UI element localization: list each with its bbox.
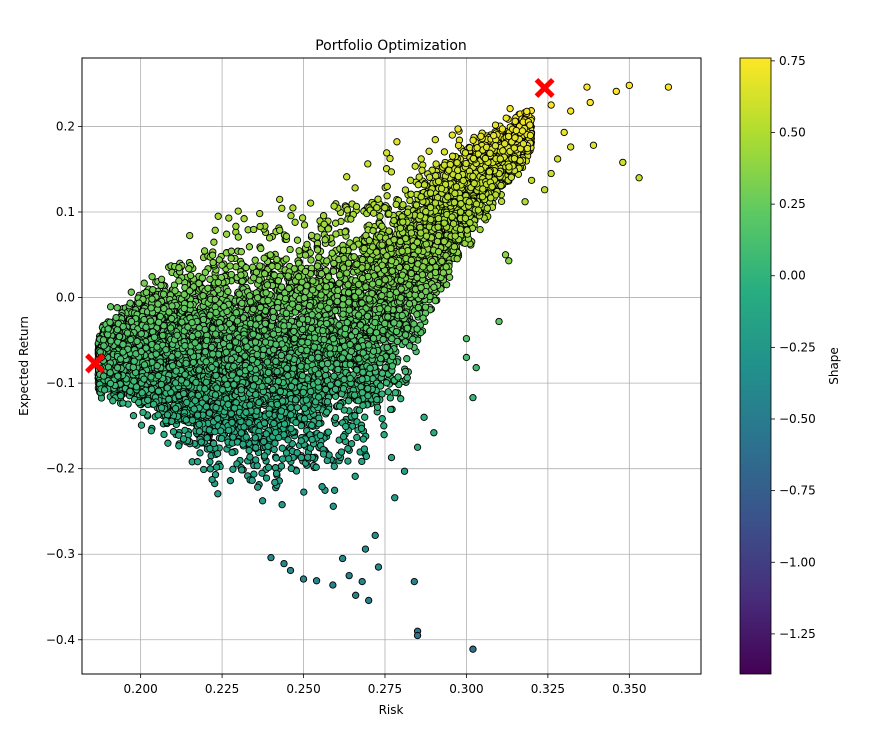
scatter-point bbox=[433, 161, 439, 167]
scatter-point bbox=[353, 203, 359, 209]
scatter-point bbox=[344, 174, 350, 180]
scatter-point bbox=[265, 464, 271, 470]
scatter-point bbox=[404, 356, 410, 362]
scatter-point bbox=[277, 196, 283, 202]
scatter-point bbox=[251, 471, 257, 477]
scatter-point bbox=[296, 248, 302, 254]
scatter-point bbox=[301, 222, 307, 228]
scatter-point bbox=[290, 205, 296, 211]
scatter-point bbox=[107, 304, 113, 310]
scatter-point bbox=[207, 466, 213, 472]
scatter-point bbox=[308, 257, 314, 263]
scatter-point bbox=[279, 445, 285, 451]
scatter-point bbox=[416, 174, 422, 180]
scatter-point bbox=[187, 232, 193, 238]
scatter-point bbox=[197, 450, 203, 456]
scatter-point bbox=[354, 434, 360, 440]
scatter-point bbox=[279, 205, 285, 211]
scatter-point bbox=[246, 244, 252, 250]
scatter-point bbox=[149, 274, 155, 280]
scatter-point bbox=[412, 163, 418, 169]
scatter-points bbox=[95, 105, 535, 509]
scatter-point bbox=[215, 213, 221, 219]
scatter-point bbox=[394, 139, 400, 145]
scatter-point bbox=[379, 416, 385, 422]
scatter-point bbox=[446, 274, 452, 280]
scatter-point bbox=[352, 185, 358, 191]
scatter-point bbox=[161, 431, 167, 437]
scatter-point bbox=[301, 489, 307, 495]
scatter-point bbox=[130, 413, 136, 419]
scatter-point bbox=[138, 422, 144, 428]
scatter-point bbox=[432, 298, 438, 304]
scatter-point bbox=[360, 436, 366, 442]
scatter-point bbox=[271, 446, 277, 452]
scatter-point bbox=[294, 237, 300, 243]
scatter-point bbox=[238, 249, 244, 255]
scatter-point bbox=[330, 268, 336, 274]
scatter-point bbox=[228, 255, 234, 261]
scatter-point bbox=[477, 226, 483, 232]
scatter-point bbox=[141, 280, 147, 286]
scatter-point bbox=[233, 223, 239, 229]
scatter-point bbox=[110, 398, 116, 404]
scatter-point bbox=[407, 177, 413, 183]
scatter-point bbox=[398, 396, 404, 402]
scatter-point bbox=[365, 161, 371, 167]
chart-title: Portfolio Optimization bbox=[315, 38, 467, 54]
scatter-point bbox=[498, 198, 504, 204]
scatter-point bbox=[385, 389, 391, 395]
scatter-point bbox=[432, 137, 438, 143]
scatter-point bbox=[332, 220, 338, 226]
scatter-point bbox=[449, 132, 455, 138]
scatter-point bbox=[418, 156, 424, 162]
scatter-point bbox=[273, 455, 279, 461]
scatter-point bbox=[201, 248, 207, 254]
scatter-point bbox=[165, 440, 171, 446]
scatter-point bbox=[259, 470, 265, 476]
scatter-point bbox=[176, 443, 182, 449]
scatter-point bbox=[272, 440, 278, 446]
scatter-point bbox=[223, 231, 229, 237]
scatter-point bbox=[419, 167, 425, 173]
scatter-point bbox=[235, 234, 241, 240]
scatter-point bbox=[381, 423, 387, 429]
scatter-point bbox=[212, 227, 218, 233]
scatter-point bbox=[359, 458, 365, 464]
scatter-point bbox=[235, 208, 241, 214]
scatter-point bbox=[384, 150, 390, 156]
